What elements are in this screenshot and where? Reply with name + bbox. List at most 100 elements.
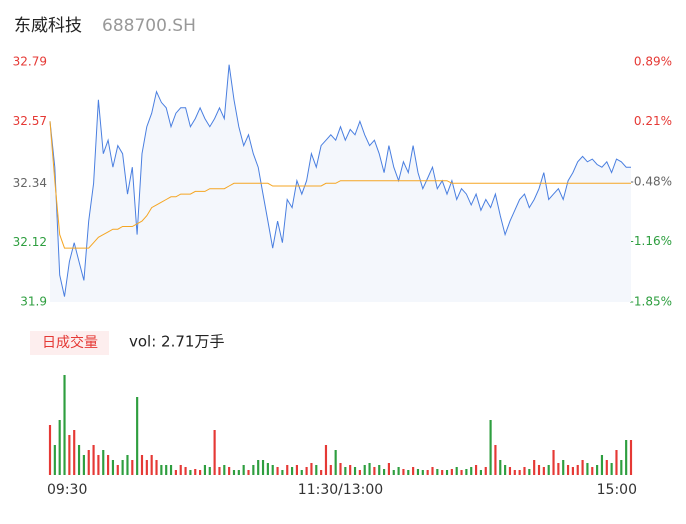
volume-bar	[542, 467, 545, 475]
volume-bar	[160, 465, 163, 475]
volume-bar	[586, 463, 589, 475]
volume-bar	[102, 450, 105, 475]
volume-bar	[344, 467, 347, 475]
volume-bar	[426, 470, 429, 475]
volume-bar	[126, 455, 129, 475]
volume-bar	[334, 450, 337, 475]
volume-bar	[63, 375, 66, 475]
y-tick-label: 31.9	[20, 295, 47, 309]
volume-bar	[281, 470, 284, 475]
volume-bar	[571, 467, 574, 475]
volume-bar	[53, 445, 56, 475]
volume-bar	[397, 467, 400, 475]
volume-bar	[320, 470, 323, 475]
volume-bar	[58, 420, 61, 475]
volume-bar	[121, 460, 124, 475]
volume-bar	[600, 455, 604, 475]
x-tick-label: 15:00	[597, 482, 637, 498]
volume-bar	[562, 460, 565, 475]
y2-tick-label: -0.48%	[630, 175, 672, 189]
volume-bar	[576, 465, 579, 475]
volume-bar	[68, 435, 71, 475]
volume-bar	[107, 455, 110, 475]
volume-bar	[77, 445, 81, 475]
volume-bar	[450, 469, 453, 475]
volume-bar	[508, 467, 512, 475]
volume-bar	[625, 440, 628, 475]
volume-bar	[455, 467, 458, 475]
volume-bar	[416, 469, 420, 475]
volume-bar	[479, 470, 482, 475]
volume-bar	[111, 460, 115, 475]
volume-bar	[48, 425, 52, 475]
volume-bar	[402, 469, 405, 475]
volume-bar	[387, 463, 390, 475]
volume-bar	[87, 450, 90, 475]
volume-bar	[537, 465, 541, 475]
volume-bar	[324, 445, 328, 475]
volume-bar	[513, 470, 516, 475]
y2-tick-label: -1.16%	[630, 234, 672, 248]
volume-bar	[528, 469, 531, 475]
volume-bar	[620, 460, 623, 475]
volume-bar	[363, 465, 366, 475]
volume-bar	[145, 460, 148, 475]
volume-bar	[150, 455, 153, 475]
volume-bar	[470, 467, 473, 475]
price-line	[49, 64, 631, 297]
volume-bar	[368, 463, 371, 475]
volume-bar	[484, 467, 487, 475]
volume-bar	[82, 455, 85, 475]
volume-bar	[73, 430, 76, 475]
volume-bar	[237, 470, 240, 475]
average-line	[49, 121, 631, 249]
volume-bar	[421, 470, 424, 475]
volume-bar	[591, 467, 594, 475]
volume-bar	[257, 460, 260, 475]
y-tick-label: 32.79	[13, 55, 47, 69]
volume-bar	[329, 465, 332, 475]
y-tick-label: 32.34	[13, 176, 47, 190]
volume-bar	[605, 460, 608, 475]
volume-bar	[566, 465, 570, 475]
volume-bar	[179, 465, 182, 475]
volume-summary: vol: 2.71万手	[129, 333, 224, 351]
volume-bar	[92, 445, 95, 475]
volume-bar	[271, 465, 274, 475]
volume-bar	[228, 467, 231, 475]
volume-bar	[412, 467, 415, 475]
volume-bar	[174, 470, 177, 475]
volume-bar	[353, 467, 357, 475]
volume-bar	[242, 465, 245, 475]
volume-bar	[276, 467, 279, 475]
volume-bar	[499, 460, 502, 475]
volume-bar	[358, 470, 361, 475]
x-tick-label: 09:30	[47, 482, 87, 498]
volume-bar	[547, 465, 550, 475]
volume-bar	[596, 465, 599, 475]
volume-bar	[305, 467, 308, 475]
volume-bar	[629, 440, 633, 475]
volume-bar	[581, 460, 584, 475]
volume-bar	[378, 465, 381, 475]
volume-bar	[140, 455, 144, 475]
volume-bar	[552, 450, 555, 475]
volume-bar	[247, 470, 250, 475]
volume-bar	[252, 465, 255, 475]
volume-bar	[213, 430, 216, 475]
volume-bar	[465, 469, 468, 475]
volume-bar	[460, 470, 463, 475]
volume-bar	[261, 460, 265, 475]
volume-label-bg	[30, 331, 109, 355]
volume-bar	[494, 445, 497, 475]
volume-bar	[155, 460, 158, 475]
volume-bar	[518, 470, 521, 475]
volume-bar	[232, 470, 236, 475]
volume-bar	[97, 455, 100, 475]
y-tick-label: 32.57	[13, 114, 47, 128]
volume-bar	[131, 460, 134, 475]
volume-bar	[218, 467, 221, 475]
stock-name: 东威科技	[14, 16, 82, 36]
volume-bar	[199, 470, 202, 475]
